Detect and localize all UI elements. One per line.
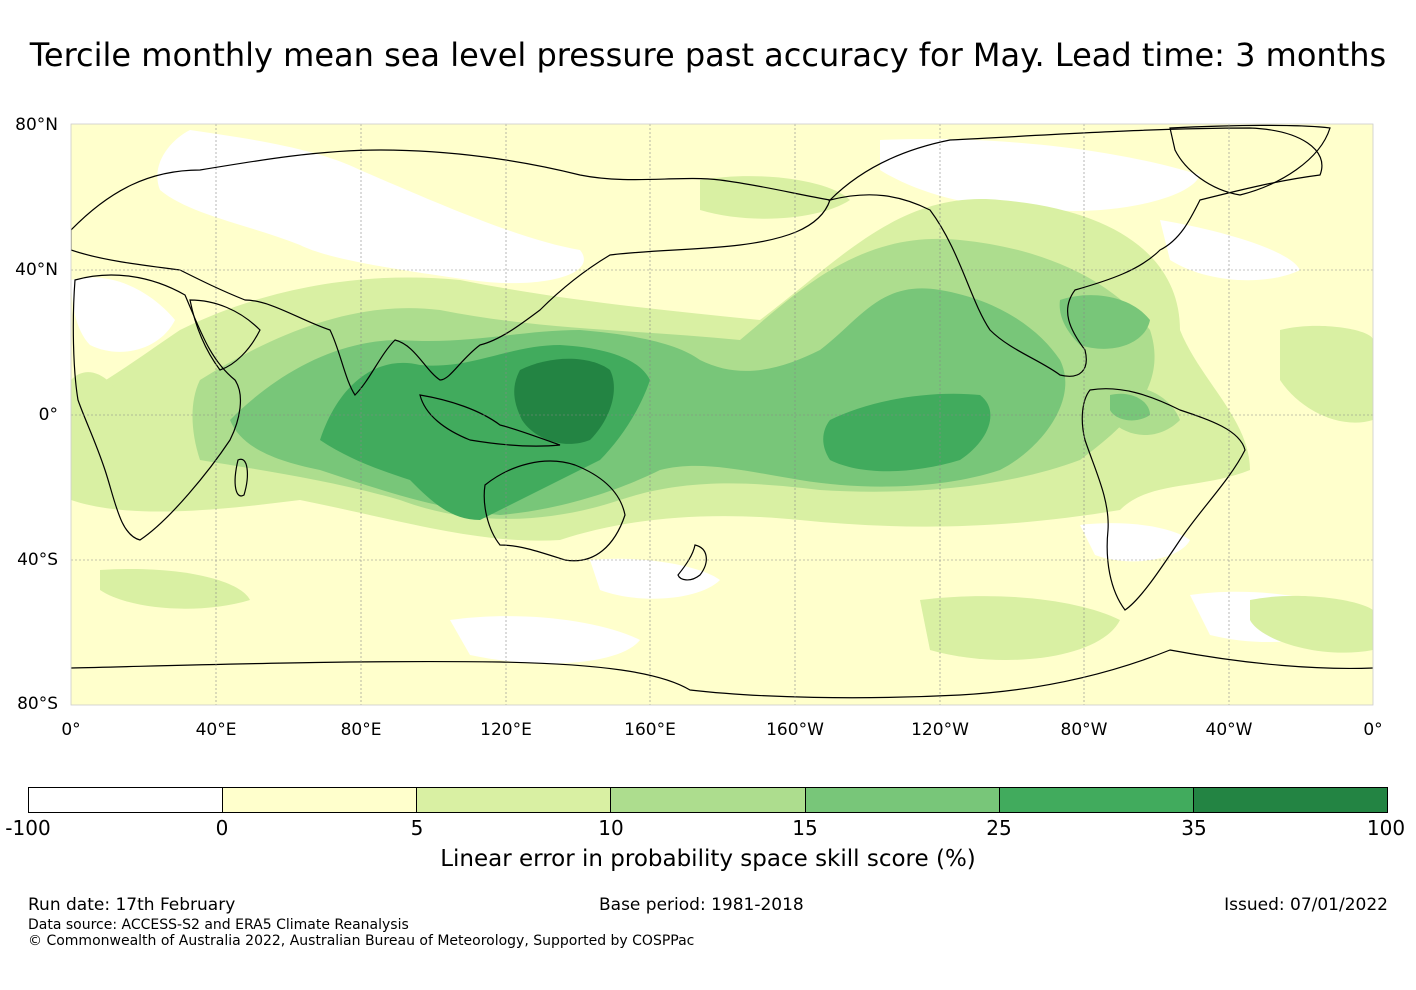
skill-region-35-100 <box>514 358 614 444</box>
colorbar-tick: 35 <box>1181 816 1207 840</box>
lon-label-80w: 80°W <box>1060 720 1108 740</box>
base-period: Base period: 1981-2018 <box>599 895 804 915</box>
skill-map <box>70 123 1374 706</box>
antarctica-coastline <box>71 649 1373 699</box>
data-source: Data source: ACCESS-S2 and ERA5 Climate … <box>28 917 409 933</box>
lon-label-160w: 160°W <box>766 720 824 740</box>
map-frame <box>70 123 1374 706</box>
colorbar-label: Linear error in probability space skill … <box>440 846 976 872</box>
australia-coastline <box>483 460 626 562</box>
lon-label-160e: 160°E <box>624 720 676 740</box>
colorbar <box>28 787 1388 813</box>
africa-coastline <box>72 274 241 541</box>
madagascar-coastline <box>234 458 248 497</box>
colorbar-segment-15-25 <box>805 788 1000 812</box>
colorbar-tick: 10 <box>598 816 624 840</box>
lon-label-120e: 120°E <box>480 720 532 740</box>
eurasia-coastline <box>71 149 831 396</box>
graticule <box>71 124 1373 705</box>
colorbar-tick: 0 <box>215 816 229 840</box>
lat-label-40n: 40°N <box>15 260 58 280</box>
chart-title: Tercile monthly mean sea level pressure … <box>29 36 1387 74</box>
lon-label-80e: 80°E <box>340 720 382 740</box>
lon-label-0-east: 0° <box>1363 720 1383 740</box>
issued-date: Issued: 07/01/2022 <box>1224 895 1388 915</box>
colorbar-segment-35-100 <box>1193 788 1387 812</box>
coastlines <box>71 124 1373 699</box>
lat-label-80s: 80°S <box>17 694 58 714</box>
colorbar-tick: 5 <box>410 816 424 840</box>
copyright-notice: © Commonwealth of Australia 2022, Austra… <box>28 933 695 949</box>
lat-label-80n: 80°N <box>15 115 58 135</box>
colorbar-segment-10-15 <box>611 788 806 812</box>
south-america-coastline <box>1081 388 1246 611</box>
colorbar-segment-5-10 <box>417 788 612 812</box>
arabia-coastline <box>189 299 261 371</box>
colorbar-tick: 100 <box>1366 816 1406 840</box>
greenland-coastline <box>1169 124 1331 196</box>
maritime-continent-coastline <box>419 394 561 447</box>
lon-label-40e: 40°E <box>195 720 237 740</box>
colorbar-tick: -100 <box>5 816 51 840</box>
lat-label-40s: 40°S <box>17 550 58 570</box>
run-date: Run date: 17th February <box>28 895 236 915</box>
lon-label-0-west: 0° <box>61 720 81 740</box>
colorbar-segment-0-5 <box>223 788 418 812</box>
lon-label-40w: 40°W <box>1205 720 1253 740</box>
colorbar-tick: 15 <box>792 816 818 840</box>
lon-label-120w: 120°W <box>911 720 969 740</box>
colorbar-segment-25-35 <box>999 788 1194 812</box>
north-america-coastline <box>828 127 1323 377</box>
lat-label-0: 0° <box>38 405 58 425</box>
colorbar-tick: 25 <box>986 816 1012 840</box>
colorbar-segment-neg100-0 <box>29 788 224 812</box>
